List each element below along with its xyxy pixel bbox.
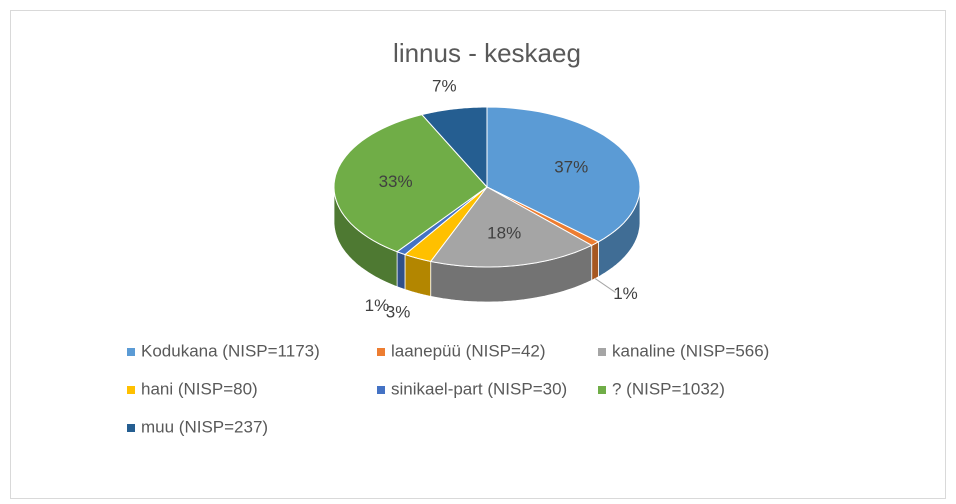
leader-line	[594, 278, 616, 293]
legend-swatch	[598, 386, 606, 394]
pie-slice	[333, 114, 488, 253]
legend-swatch	[127, 348, 135, 356]
chart-title: linnus - keskaeg	[393, 38, 581, 68]
pie-slice	[396, 186, 488, 255]
legend-swatch	[127, 386, 135, 394]
legend-label: ? (NISP=1032)	[612, 379, 725, 398]
pie-slice	[429, 186, 593, 268]
pie-slice	[486, 186, 600, 246]
data-label: 3%	[386, 303, 411, 322]
pie-slice	[420, 106, 488, 189]
legend-swatch	[377, 348, 385, 356]
data-label: 1%	[613, 284, 638, 303]
legend-label: Kodukana (NISP=1173)	[141, 341, 320, 360]
legend-label: laanepüü (NISP=42)	[391, 341, 546, 360]
data-label: 33%	[379, 172, 413, 191]
pie-side	[591, 240, 599, 281]
legend-swatch	[598, 348, 606, 356]
pie-side	[396, 251, 406, 290]
legend-label: hani (NISP=80)	[141, 379, 258, 398]
legend-swatch	[377, 386, 385, 394]
legend-swatch	[127, 424, 135, 432]
data-label: 1%	[365, 296, 390, 315]
legend-label: sinikael-part (NISP=30)	[391, 379, 567, 398]
data-label: 37%	[554, 157, 588, 176]
data-label: 18%	[487, 224, 521, 243]
legend-label: kanaline (NISP=566)	[612, 341, 769, 360]
pie-slice	[486, 106, 641, 243]
legend-label: muu (NISP=237)	[141, 417, 268, 436]
data-label: 7%	[432, 77, 457, 96]
pie-slice	[403, 186, 488, 262]
